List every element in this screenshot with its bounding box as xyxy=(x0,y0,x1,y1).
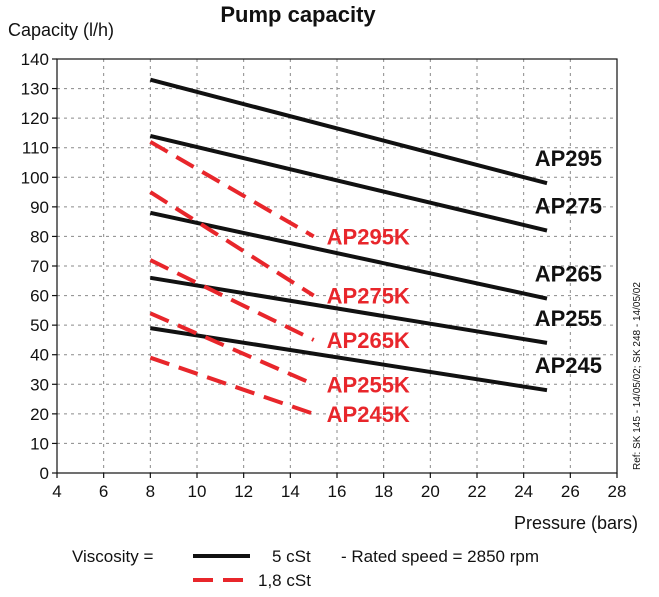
y-tick-label: 10 xyxy=(30,434,49,453)
series-line-ap275k xyxy=(149,190,315,298)
x-tick-label: 26 xyxy=(561,482,580,501)
y-tick-label: 80 xyxy=(30,227,49,246)
series-label-ap275k: AP275K xyxy=(327,284,410,309)
y-axis-label: Capacity (l/h) xyxy=(8,20,114,40)
series-line-ap255 xyxy=(150,275,548,345)
x-tick-label: 20 xyxy=(421,482,440,501)
series-line-ap265 xyxy=(149,210,548,301)
y-tick-label: 110 xyxy=(22,139,49,158)
x-tick-label: 12 xyxy=(234,482,253,501)
series-line-ap295k xyxy=(149,140,315,239)
reference-annotation: Ref: SK 145 - 14/05/02; SK 248 - 14/05/0… xyxy=(632,282,643,470)
y-tick-label: 140 xyxy=(21,50,49,69)
y-tick-label: 70 xyxy=(30,257,49,276)
x-tick-labels: 4 6 8 10 12 14 16 18 20 22 24 26 28 xyxy=(52,482,626,501)
x-tick-label: 4 xyxy=(52,482,61,501)
legend-viscosity-label: Viscosity = xyxy=(72,547,153,566)
legend-rated-speed: - Rated speed = 2850 rpm xyxy=(341,547,539,566)
y-tick-labels: 0 10 20 30 40 50 60 70 80 90 100 110 120 130 140 xyxy=(21,50,49,483)
series-line-ap245 xyxy=(150,326,548,393)
x-tick-label: 16 xyxy=(328,482,347,501)
x-axis-label: Pressure (bars) xyxy=(514,513,638,533)
series-lines xyxy=(149,77,548,416)
y-tick-label: 50 xyxy=(30,316,49,335)
y-tick-label: 40 xyxy=(30,346,49,365)
x-tick-label: 24 xyxy=(514,482,533,501)
series-line-ap245k xyxy=(149,355,315,416)
x-tick-label: 28 xyxy=(608,482,627,501)
series-labels: AP295 AP275 AP265 AP255 AP245 AP295K AP275K AP2… xyxy=(327,146,602,427)
series-label-ap265: AP265 xyxy=(535,262,602,287)
series-label-ap295k: AP295K xyxy=(327,224,410,249)
y-tick-label: 60 xyxy=(30,287,49,306)
series-label-ap255k: AP255K xyxy=(327,372,410,397)
y-tick-label: 30 xyxy=(30,375,49,394)
y-tick-label: 120 xyxy=(21,109,49,128)
x-tick-label: 14 xyxy=(281,482,300,501)
series-line-ap295 xyxy=(149,77,548,186)
y-tick-label: 20 xyxy=(30,405,49,424)
legend: Viscosity = 5 cSt - Rated speed = 2850 r… xyxy=(72,547,539,590)
y-tick-label: 90 xyxy=(30,198,49,217)
x-tick-label: 8 xyxy=(146,482,155,501)
chart-title: Pump capacity xyxy=(220,2,376,27)
series-line-ap265k xyxy=(149,258,315,342)
series-label-ap245k: AP245K xyxy=(327,402,410,427)
y-tick-label: 100 xyxy=(21,168,49,187)
x-tick-label: 10 xyxy=(188,482,207,501)
axes xyxy=(52,58,618,478)
y-tick-label: 130 xyxy=(21,80,49,99)
x-tick-label: 22 xyxy=(468,482,487,501)
y-tick-label: 0 xyxy=(40,464,49,483)
series-label-ap265k: AP265K xyxy=(327,328,410,353)
x-tick-label: 6 xyxy=(99,482,108,501)
x-tick-label: 18 xyxy=(374,482,393,501)
legend-solid-value: 5 cSt xyxy=(272,547,311,566)
series-label-ap295: AP295 xyxy=(535,146,602,171)
series-label-ap275: AP275 xyxy=(535,194,602,219)
series-line-ap275 xyxy=(149,133,548,233)
series-label-ap245: AP245 xyxy=(535,353,602,378)
legend-dashed-value: 1,8 cSt xyxy=(258,571,311,590)
series-label-ap255: AP255 xyxy=(535,306,602,331)
